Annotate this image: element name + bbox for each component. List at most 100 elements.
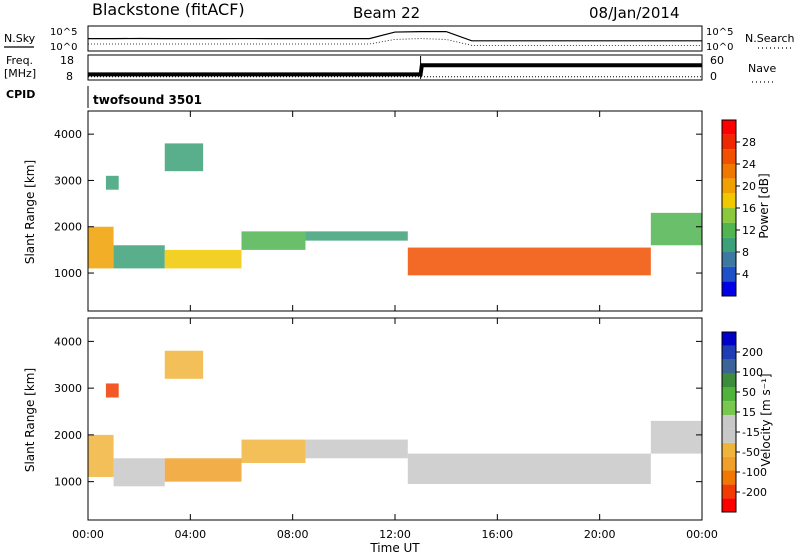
- echo-band-5: [407, 247, 651, 276]
- echo-band-1: [113, 245, 165, 269]
- noise-series-0: [88, 31, 702, 42]
- colorbar-swatch-1: [722, 484, 736, 499]
- nave-tick-bottom: 0: [710, 70, 717, 83]
- x-tick-label-5: 20:00: [584, 528, 616, 541]
- colorbar-swatch-7: [722, 401, 736, 416]
- colorbar-swatch-11: [722, 345, 736, 360]
- echo-band-1: [113, 458, 165, 487]
- y-tick-label-3: 4000: [54, 128, 82, 141]
- x-tick-label-3: 12:00: [379, 528, 411, 541]
- colorbar-tick-label-2: 20: [742, 180, 756, 193]
- nave-label: Nave: [748, 62, 776, 75]
- echo-band-5: [407, 453, 651, 484]
- echo-band-8: [164, 143, 204, 172]
- echo-band-0: [88, 434, 114, 477]
- y-tick-label-0: 1000: [54, 267, 82, 280]
- noise-series-group: [88, 31, 702, 46]
- colorbar-swatch-6: [722, 415, 736, 429]
- freq-tick-bottom: 8: [66, 70, 73, 83]
- colorbar-swatch-8: [722, 387, 736, 402]
- y-tick-label-1: 2000: [54, 221, 82, 234]
- colorbar-tick-label-4: 12: [742, 224, 756, 237]
- colorbar-tick-label-4: -15: [742, 426, 760, 439]
- nave-tick-top: 60: [710, 54, 724, 67]
- colorbar-swatch-3: [722, 237, 736, 252]
- nsearch-tick-bottom: 10^0: [706, 42, 733, 53]
- colorbar-tick-label-2: 50: [742, 386, 756, 399]
- nsearch-label: N.Search: [745, 32, 795, 45]
- power-axes: 1000 2000 3000 4000: [54, 111, 703, 311]
- x-tick-label-1: 04:00: [174, 528, 206, 541]
- colorbar-tick-label-6: -100: [742, 466, 767, 479]
- freq-panel-frame: [87, 54, 703, 81]
- velocity-colorbar: 200 100 50 15 -15 -50 -100 -200: [721, 331, 767, 513]
- nsky-tick-bottom: 10^0: [50, 42, 77, 53]
- echo-band-3: [241, 439, 306, 463]
- echo-band-4: [305, 231, 408, 241]
- y-tick-label-2: 3000: [54, 174, 82, 187]
- freq-series-0: [88, 63, 702, 77]
- colorbar-swatch-2: [722, 470, 736, 485]
- colorbar-tick-label-7: -200: [742, 486, 767, 499]
- colorbar-swatch-0: [722, 498, 736, 512]
- nsearch-tick-top: 10^5: [706, 27, 733, 38]
- colorbar-tick-label-5: 8: [742, 246, 749, 259]
- echo-band-4: [305, 439, 408, 459]
- freq-label: Freq.: [6, 54, 33, 67]
- power-panel-frame: [87, 110, 703, 312]
- velocity-colorbar-label: Velocity [m s⁻¹]: [759, 373, 773, 466]
- velocity-axes: 1000 2000 3000 4000 00:00 04:00 08:00 12:00 16:0…: [54, 318, 718, 541]
- cpid-value: twofsound 3501: [93, 93, 202, 107]
- velocity-plot-area: [88, 350, 702, 487]
- colorbar-swatch-0: [722, 281, 736, 296]
- echo-band-8: [164, 350, 204, 379]
- colorbar-swatch-12: [722, 332, 736, 346]
- echo-band-0: [88, 226, 114, 269]
- colorbar-tick-label-6: 4: [742, 268, 749, 281]
- echo-band-6: [650, 212, 702, 246]
- date-title: 08/Jan/2014: [589, 4, 680, 22]
- colorbar-swatch-6: [722, 193, 736, 208]
- colorbar-swatch-1: [722, 266, 736, 282]
- colorbar-swatch-10: [722, 359, 736, 374]
- echo-band-7: [105, 175, 119, 190]
- nsky-label: N.Sky: [4, 32, 36, 45]
- colorbar-swatch-7: [722, 178, 736, 194]
- echo-band-6: [650, 420, 702, 454]
- nsky-tick-top: 10^5: [50, 27, 77, 38]
- colorbar-swatch-5: [722, 208, 736, 223]
- colorbar-tick-label-3: 15: [742, 406, 756, 419]
- velocity-ylabel: Slant Range [km]: [23, 368, 37, 472]
- power-colorbar: 28 24 20 16 12 8 4: [721, 119, 756, 297]
- freq-unit: [MHz]: [4, 67, 36, 80]
- colorbar-swatch-3: [722, 456, 736, 471]
- beam-title: Beam 22: [353, 4, 420, 22]
- y-tick-label-0: 1000: [54, 476, 82, 489]
- colorbar-swatch-5: [722, 428, 736, 443]
- freq-series-group: [88, 56, 702, 79]
- power-plot-area: [88, 143, 702, 276]
- noise-series-1: [88, 38, 702, 46]
- colorbar-swatch-9: [722, 149, 736, 164]
- x-tick-label-2: 08:00: [277, 528, 309, 541]
- colorbar-tick-label-1: 24: [742, 158, 756, 171]
- x-tick-label-6: 00:00: [686, 528, 718, 541]
- echo-band-3: [241, 231, 306, 250]
- freq-tick-top: 18: [60, 54, 74, 67]
- colorbar-swatch-9: [722, 373, 736, 388]
- colorbar-tick-label-5: -50: [742, 446, 760, 459]
- colorbar-swatch-4: [722, 222, 736, 238]
- echo-band-2: [164, 458, 242, 482]
- x-tick-label-4: 16:00: [481, 528, 513, 541]
- colorbar-tick-label-3: 16: [742, 202, 756, 215]
- colorbar-tick-label-1: 100: [742, 366, 763, 379]
- station-title: Blackstone (fitACF): [92, 0, 245, 19]
- x-axis-label: Time UT: [369, 541, 420, 554]
- echo-band-7: [105, 383, 119, 398]
- cpid-label: CPID: [6, 88, 35, 101]
- colorbar-swatch-10: [722, 134, 736, 150]
- echo-band-2: [164, 249, 242, 269]
- power-ylabel: Slant Range [km]: [23, 160, 37, 264]
- y-tick-label-3: 4000: [54, 335, 82, 348]
